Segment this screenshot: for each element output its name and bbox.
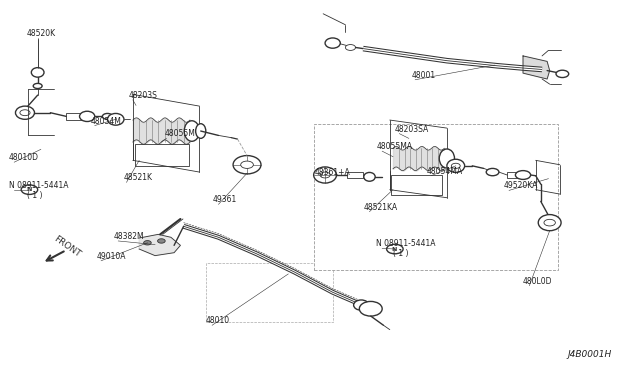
Text: 48001: 48001 xyxy=(412,71,436,80)
Polygon shape xyxy=(523,56,550,79)
Ellipse shape xyxy=(320,172,330,178)
Text: 49361: 49361 xyxy=(212,195,236,204)
Ellipse shape xyxy=(439,149,454,168)
Bar xyxy=(206,263,333,321)
Text: 49520KA: 49520KA xyxy=(504,182,538,190)
Ellipse shape xyxy=(196,124,206,138)
Ellipse shape xyxy=(31,68,44,77)
Ellipse shape xyxy=(447,159,465,173)
Ellipse shape xyxy=(157,239,165,243)
Text: 480L0D: 480L0D xyxy=(523,277,552,286)
Bar xyxy=(507,173,520,177)
Polygon shape xyxy=(139,234,180,256)
Text: 48010: 48010 xyxy=(206,316,230,325)
Text: FRONT: FRONT xyxy=(52,234,83,259)
Ellipse shape xyxy=(451,163,460,169)
Ellipse shape xyxy=(325,38,340,48)
Text: 48054MA: 48054MA xyxy=(427,167,463,176)
Bar xyxy=(135,144,189,166)
Text: 48521KA: 48521KA xyxy=(363,203,397,212)
Text: 48521K: 48521K xyxy=(124,173,152,182)
Ellipse shape xyxy=(108,113,124,125)
Text: 48203SA: 48203SA xyxy=(395,125,429,134)
Text: 48361+A: 48361+A xyxy=(315,168,351,177)
Ellipse shape xyxy=(538,215,561,231)
Text: ( 1 ): ( 1 ) xyxy=(27,190,42,199)
Ellipse shape xyxy=(143,241,151,245)
Ellipse shape xyxy=(346,45,356,51)
Text: ( 1 ): ( 1 ) xyxy=(393,249,408,258)
Text: 48055MA: 48055MA xyxy=(377,142,413,151)
Ellipse shape xyxy=(15,106,35,119)
Ellipse shape xyxy=(515,171,531,179)
Ellipse shape xyxy=(20,110,30,116)
Ellipse shape xyxy=(544,219,556,226)
Ellipse shape xyxy=(486,169,499,176)
Text: 49010A: 49010A xyxy=(97,252,126,261)
Text: 48054M: 48054M xyxy=(90,116,121,125)
Ellipse shape xyxy=(79,111,95,122)
Ellipse shape xyxy=(364,173,375,181)
Ellipse shape xyxy=(102,113,113,119)
Ellipse shape xyxy=(314,167,337,183)
Text: N 08911-5441A: N 08911-5441A xyxy=(9,181,68,190)
Ellipse shape xyxy=(241,161,253,169)
Text: 48382M: 48382M xyxy=(114,232,145,241)
Text: 48203S: 48203S xyxy=(129,91,157,100)
Ellipse shape xyxy=(387,244,403,254)
Text: 48520K: 48520K xyxy=(27,29,56,38)
Text: 48055M: 48055M xyxy=(164,129,195,138)
Text: 48010D: 48010D xyxy=(9,153,39,162)
Ellipse shape xyxy=(359,301,382,316)
Text: N 08911-5441A: N 08911-5441A xyxy=(376,239,435,248)
Ellipse shape xyxy=(184,121,200,141)
Ellipse shape xyxy=(354,300,369,310)
Text: N: N xyxy=(26,187,31,192)
Ellipse shape xyxy=(33,83,42,89)
Text: N: N xyxy=(392,247,397,251)
Ellipse shape xyxy=(233,155,261,174)
Bar xyxy=(66,113,82,120)
Text: J4B0001H: J4B0001H xyxy=(568,350,612,359)
Bar xyxy=(314,124,558,270)
Ellipse shape xyxy=(21,185,38,195)
Ellipse shape xyxy=(556,70,569,77)
Bar xyxy=(347,173,362,177)
Bar xyxy=(391,174,442,195)
